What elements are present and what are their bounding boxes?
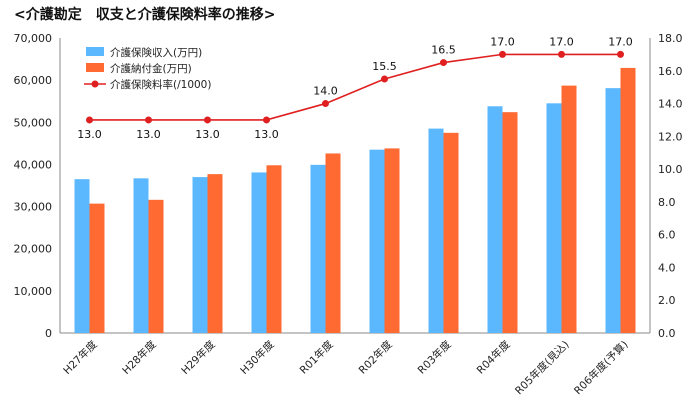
bar-payment [384,148,400,333]
right-tick-label: 14.0 [658,98,683,111]
x-tick-label: H27年度 [61,338,100,377]
left-tick-label: 60,000 [14,74,53,87]
rate-data-label: 13.0 [195,128,220,141]
rate-point [145,116,152,124]
bar-income [74,179,90,333]
rate-data-label: 17.0 [490,35,515,48]
rate-data-label: 17.0 [549,35,574,48]
x-tick-label: R02年度 [356,338,395,377]
x-tick-label: R05年度(見込) [512,338,571,397]
legend-line-marker [91,80,99,88]
bar-payment [620,67,636,334]
rate-point [86,116,93,124]
left-tick-label: 30,000 [14,201,53,214]
rate-data-label: 13.0 [77,128,102,141]
legend-label: 介護納付金(万円) [110,62,192,75]
right-tick-label: 8.0 [658,196,676,209]
bar-income [310,164,326,333]
bar-income [546,103,562,333]
legend-label: 介護保険料率(/1000) [110,78,211,91]
rate-point [263,116,270,124]
chart-title: <介護勘定 収支と介護保険料率の推移> [14,7,276,23]
left-tick-label: 0 [45,327,52,340]
bar-income [369,149,385,333]
right-tick-label: 0.0 [658,327,676,340]
x-tick-label: R01年度 [297,338,336,377]
rate-point [440,59,447,67]
x-tick-label: R06年度(予算) [571,338,630,397]
x-tick-label: R04年度 [474,338,513,377]
rate-data-label: 13.0 [136,128,161,141]
bar-income [487,106,503,334]
bar-income [192,177,208,333]
rate-point [204,116,211,124]
rate-data-label: 17.0 [608,35,633,48]
left-tick-label: 10,000 [14,285,53,298]
rate-line [89,53,621,121]
right-tick-label: 10.0 [658,163,683,176]
right-tick-label: 12.0 [658,130,683,143]
right-tick-label: 2.0 [658,294,676,307]
right-tick-label: 16.0 [658,65,683,78]
rate-data-label: 14.0 [313,85,338,98]
bar-income [251,172,267,333]
legend-swatch [86,47,104,56]
bar-payment [561,85,577,333]
bar-payment [443,132,459,333]
bar-payment [89,203,105,333]
right-tick-label: 18.0 [658,32,683,45]
bar-income [133,178,149,333]
rate-point [381,75,388,83]
legend-swatch [86,63,104,72]
right-tick-label: 4.0 [658,261,676,274]
rate-point [499,50,506,58]
legend-label: 介護保険収入(万円) [110,46,202,59]
left-tick-label: 70,000 [14,32,53,45]
x-tick-label: H29年度 [179,338,218,377]
rate-point [322,100,329,108]
bar-payment [325,153,341,333]
x-tick-label: H28年度 [120,338,159,377]
left-tick-label: 40,000 [14,158,53,171]
rate-data-label: 15.5 [372,60,397,73]
left-tick-label: 50,000 [14,116,53,129]
rate-point [617,50,624,58]
right-tick-label: 6.0 [658,229,676,242]
bar-income [428,128,444,333]
rate-data-label: 13.0 [254,128,279,141]
bar-payment [266,165,282,333]
bar-payment [207,174,223,333]
left-tick-label: 20,000 [14,243,53,256]
bar-payment [148,199,164,333]
rate-data-label: 16.5 [431,44,456,57]
x-tick-label: R03年度 [415,338,454,377]
bar-income [605,88,621,334]
x-tick-label: H30年度 [238,338,277,377]
bar-payment [502,112,518,334]
rate-point [558,50,565,58]
